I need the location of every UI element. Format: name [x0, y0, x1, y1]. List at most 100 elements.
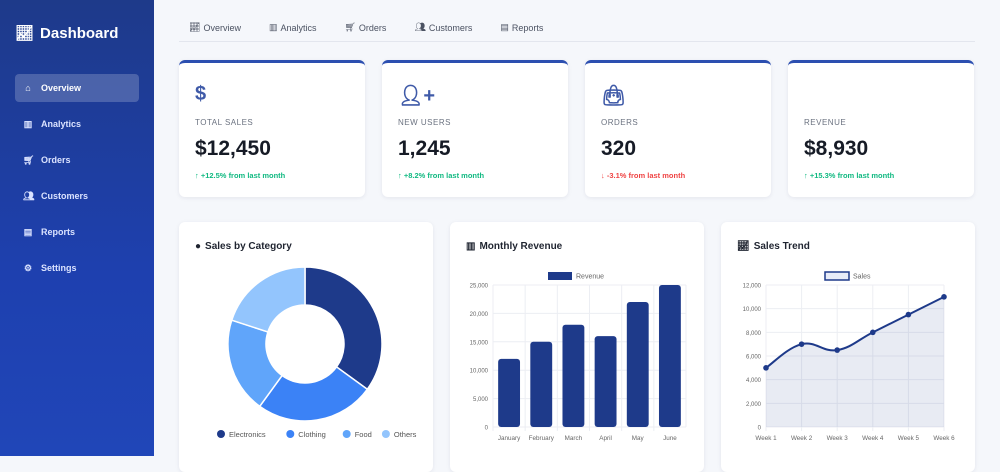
legend-swatch	[548, 272, 572, 280]
y-tick-label: 2,000	[746, 402, 762, 408]
legend-swatch	[217, 430, 225, 438]
tab-label: Overview	[203, 22, 241, 33]
sidebar-item-label: Settings	[41, 263, 77, 273]
x-tick-label: Week 2	[791, 435, 813, 442]
bar-chart-icon: ▥	[268, 22, 278, 32]
line-chart-icon: 📈︎	[737, 241, 750, 252]
tab-customers[interactable]: 👥︎ Customers	[404, 14, 482, 41]
y-tick-label: 20,000	[470, 312, 489, 318]
sidebar: 📈︎ Dashboard ⌂ Overview ▥ Analytics 🛒︎ Orders 👥…	[0, 0, 154, 456]
tab-reports[interactable]: ▤ Reports	[490, 14, 553, 41]
slice-electronics	[304, 266, 383, 391]
stat-change: ↑ +8.2% from last month	[398, 171, 485, 180]
x-tick-label: Week 5	[898, 435, 920, 442]
data-point-week-3	[834, 347, 840, 353]
tab-label: Reports	[511, 22, 544, 33]
donut-chart: Electronics Clothing Food Others	[217, 266, 417, 439]
x-tick-label: Week 3	[827, 435, 849, 442]
gear-icon: ⚙	[23, 262, 33, 273]
legend-label: Clothing	[298, 430, 326, 439]
sidebar-item-customers[interactable]: 👥︎ Customers	[15, 182, 139, 210]
legend-label: Others	[394, 430, 417, 439]
x-tick-label: January	[498, 435, 521, 442]
stat-label: TOTAL SALES	[195, 118, 254, 127]
data-point-week-6	[941, 294, 947, 300]
sidebar-item-label: Reports	[41, 227, 76, 237]
tab-label: Customers	[428, 22, 473, 33]
data-point-week-4	[870, 329, 876, 336]
sidebar-item-analytics[interactable]: ▥ Analytics	[15, 110, 139, 138]
tab-orders[interactable]: 🛒︎ Orders	[334, 14, 396, 41]
brand[interactable]: 📈︎ Dashboard	[15, 24, 119, 43]
bar-june	[658, 285, 681, 427]
line-chart-icon: 📈︎	[189, 22, 201, 32]
data-point-week-1	[763, 365, 769, 371]
brand-title: Dashboard	[40, 24, 119, 42]
y-tick-label: 6,000	[746, 355, 762, 361]
sidebar-item-label: Orders	[41, 155, 71, 165]
stat-change: ↓ -3.1% from last month	[601, 171, 686, 180]
x-tick-label: May	[632, 435, 645, 442]
sidebar-item-label: Overview	[41, 83, 82, 93]
stat-value: 1,245	[398, 137, 451, 160]
sidebar-item-orders[interactable]: 🛒︎ Orders	[15, 146, 139, 174]
top-tabs: 📈︎ Overview ▥ Analytics 🛒︎ Orders 👥︎ Customers ▤…	[179, 14, 975, 42]
y-tick-label: 10,000	[743, 307, 762, 313]
bar-chart-icon: ▥	[466, 241, 476, 252]
users-icon: 👥︎	[23, 190, 35, 201]
data-point-week-5	[905, 311, 912, 318]
sidebar-nav: ⌂ Overview ▥ Analytics 🛒︎ Orders 👥︎ Customers ▤ R…	[15, 74, 139, 290]
stat-value: $8,930	[804, 137, 869, 160]
stat-label: REVENUE	[804, 118, 847, 127]
y-tick-label: 0	[485, 426, 489, 432]
sidebar-item-overview[interactable]: ⌂ Overview	[15, 74, 139, 102]
x-tick-label: Week 6	[933, 435, 955, 442]
cart-icon: 🛒︎	[23, 154, 35, 165]
y-tick-label: 5,000	[473, 397, 489, 403]
y-tick-label: 12,000	[743, 284, 762, 290]
x-tick-label: Week 4	[862, 435, 884, 442]
stat-card-revenue: REVENUE $8,930 ↑ +15.3% from last month	[788, 60, 974, 197]
users-icon: 👥︎	[414, 22, 426, 32]
file-icon: ▤	[500, 22, 509, 32]
chart-title: Monthly Revenue	[479, 241, 563, 252]
chart-title: Sales Trend	[753, 241, 810, 252]
home-icon: ⌂	[25, 83, 31, 93]
slice-clothing	[258, 365, 369, 422]
sales-by-category-card: ● Sales by Category Electronics Clothing Fo…	[179, 222, 433, 472]
tab-analytics[interactable]: ▥ Analytics	[259, 14, 327, 41]
user-plus-icon: 👤︎+	[398, 85, 436, 107]
sales-trend-card: 📈︎ Sales Trend 0 2,000 4,000 6,000 8,000 10,00…	[721, 222, 975, 472]
stat-label: NEW USERS	[398, 118, 451, 127]
monthly-revenue-card: ▥ Monthly Revenue 0 5,000 10,000 15,000 20,00…	[450, 222, 704, 472]
y-tick-label: 25,000	[470, 284, 489, 290]
bar-march	[562, 324, 585, 427]
y-tick-label: 8,000	[746, 331, 762, 337]
stat-value: $12,450	[195, 137, 271, 160]
legend-swatch	[342, 430, 351, 438]
tab-overview[interactable]: 📈︎ Overview	[179, 14, 251, 41]
legend-label: Electronics	[229, 430, 266, 439]
x-tick-label: April	[599, 435, 612, 442]
y-tick-label: 15,000	[470, 340, 489, 346]
slice-others	[230, 266, 306, 333]
line-chart-icon: 📈︎	[15, 25, 35, 42]
sidebar-item-settings[interactable]: ⚙ Settings	[15, 254, 139, 282]
legend-label: Food	[355, 430, 372, 439]
circle-icon: ●	[195, 241, 202, 252]
x-tick-label: Week 1	[755, 435, 777, 442]
x-tick-label: March	[565, 435, 583, 442]
data-point-week-2	[798, 341, 805, 347]
stat-card-orders: 👜︎ ORDERS 320 ↓ -3.1% from last month	[585, 60, 771, 197]
stat-card-new-users: 👤︎+ NEW USERS 1,245 ↑ +8.2% from last month	[382, 60, 568, 197]
stat-value: 320	[601, 137, 637, 160]
x-tick-label: June	[663, 435, 677, 442]
stat-change: ↑ +12.5% from last month	[195, 171, 286, 180]
legend-label: Revenue	[576, 274, 604, 281]
chart-title: Sales by Category	[205, 241, 292, 252]
sidebar-item-reports[interactable]: ▤ Reports	[15, 218, 139, 246]
legend-swatch	[824, 271, 850, 281]
cart-icon: 🛒︎	[344, 22, 356, 32]
sidebar-item-label: Analytics	[41, 119, 82, 129]
bar-january	[498, 358, 521, 427]
